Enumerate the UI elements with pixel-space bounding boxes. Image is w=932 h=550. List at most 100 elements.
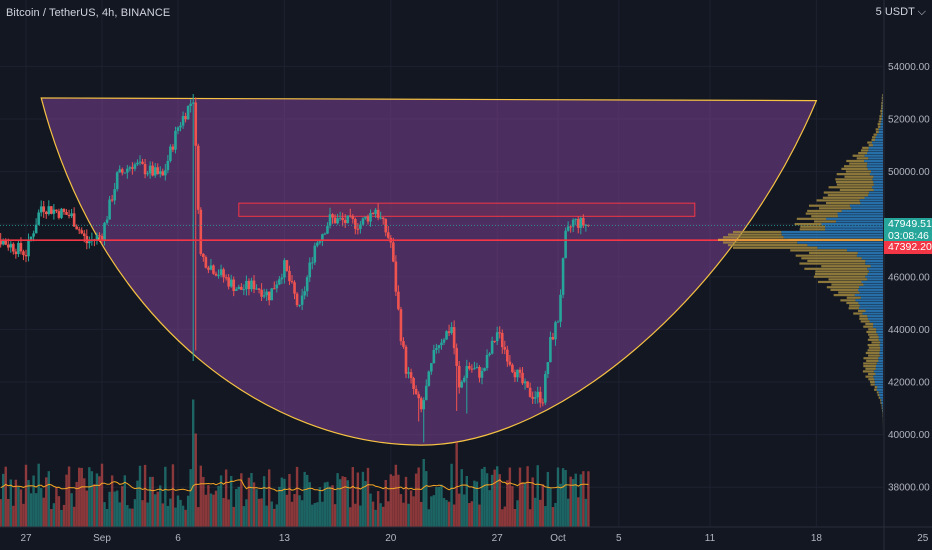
volume-bar [521, 482, 524, 527]
volume-bar [103, 502, 106, 527]
candle-body [412, 378, 415, 389]
profile-bar-up [880, 123, 883, 126]
candle-body [399, 309, 403, 342]
candle-body [12, 243, 15, 252]
candle-body [257, 288, 261, 290]
volume-bar [14, 479, 18, 527]
volume-bar [2, 473, 5, 527]
candle-body [384, 219, 388, 233]
profile-bar-down [723, 241, 798, 244]
volume-bar [50, 509, 53, 527]
profile-bar-up [878, 338, 883, 341]
volume-bar [227, 499, 230, 527]
bar-countdown: 03:08:46 [888, 229, 929, 242]
candle-body [402, 341, 405, 347]
candle-body [202, 253, 205, 258]
candle-body [272, 288, 276, 290]
profile-bar-up [880, 346, 883, 349]
candle-body [260, 289, 263, 297]
volume-bar [351, 467, 354, 527]
profile-bar-down [881, 407, 883, 410]
profile-bar-down [859, 315, 868, 318]
profile-bar-up [880, 396, 883, 399]
candle-body [397, 291, 400, 310]
candle-body [298, 304, 301, 306]
candle-body [151, 165, 154, 176]
volume-bar [93, 484, 96, 527]
volume-bar [240, 473, 243, 527]
volume-bar [67, 466, 71, 527]
candle-body [442, 339, 446, 343]
profile-bar-down [881, 99, 883, 102]
profile-bar-up [867, 317, 883, 320]
profile-bar-up [865, 259, 883, 263]
volume-bar [184, 509, 187, 527]
currency-unit-selector[interactable]: 5 USDT ⌵ [875, 6, 926, 18]
candle-body [237, 286, 241, 290]
volume-bar [212, 494, 215, 527]
volume-bar [338, 479, 342, 527]
profile-bar-down [790, 249, 847, 252]
candle-body [156, 167, 160, 174]
volume-bar [465, 476, 468, 527]
candle-body [50, 206, 53, 214]
profile-bar-up [825, 225, 883, 228]
candle-body [47, 206, 51, 215]
volume-bar [468, 503, 471, 527]
volume-bar [161, 503, 164, 527]
profile-bar-down [874, 386, 878, 389]
volume-bar [349, 507, 352, 527]
candle-body [29, 236, 33, 240]
candle-body [148, 165, 152, 174]
candle-body [171, 146, 175, 150]
volume-bar [100, 463, 104, 527]
profile-bar-down [880, 112, 883, 115]
profile-bar-down [874, 388, 877, 391]
candle-body [242, 289, 246, 291]
volume-bar [22, 503, 25, 527]
volume-bar [95, 473, 99, 527]
volume-bar [518, 467, 522, 527]
volume-bar [268, 469, 271, 527]
last-price-tag: 47949.51 03:08:46 [884, 217, 932, 243]
candle-body [199, 209, 203, 254]
volume-bar [584, 498, 588, 527]
profile-bar-down [807, 259, 866, 263]
candle-body [455, 348, 458, 366]
profile-bar-up [860, 201, 883, 205]
x-tick-label: Oct [550, 533, 566, 544]
candle-body [37, 212, 40, 225]
profile-bar-up [878, 336, 883, 339]
candle-body [19, 242, 23, 252]
candle-body [348, 215, 352, 217]
volume-bar [17, 486, 20, 527]
candle-body [204, 257, 208, 268]
y-tick-label: 44000.00 [888, 325, 930, 336]
volume-bar [85, 490, 88, 527]
volume-bar [587, 471, 590, 527]
profile-bar-down [799, 262, 866, 265]
candle-body [105, 219, 109, 223]
volume-bar [131, 508, 134, 527]
candle-body [493, 340, 496, 342]
candle-body [528, 387, 532, 397]
candle-body [338, 217, 342, 219]
volume-bar [577, 497, 580, 527]
volume-bar [293, 494, 296, 527]
profile-bar-up [866, 165, 883, 168]
profile-bar-down [848, 307, 859, 310]
profile-bar-up [868, 149, 883, 152]
candle-body [103, 222, 106, 241]
volume-bar [414, 473, 418, 527]
profile-bar-up [870, 170, 883, 173]
candle-body [232, 279, 236, 291]
candle-body [430, 363, 433, 372]
candle-body [564, 230, 567, 259]
volume-bar [55, 487, 58, 527]
profile-bar-up [867, 315, 883, 318]
x-tick-label: Sep [93, 533, 111, 544]
candle-body [270, 288, 274, 301]
volume-bar [498, 474, 501, 527]
profile-bar-down [863, 362, 877, 365]
